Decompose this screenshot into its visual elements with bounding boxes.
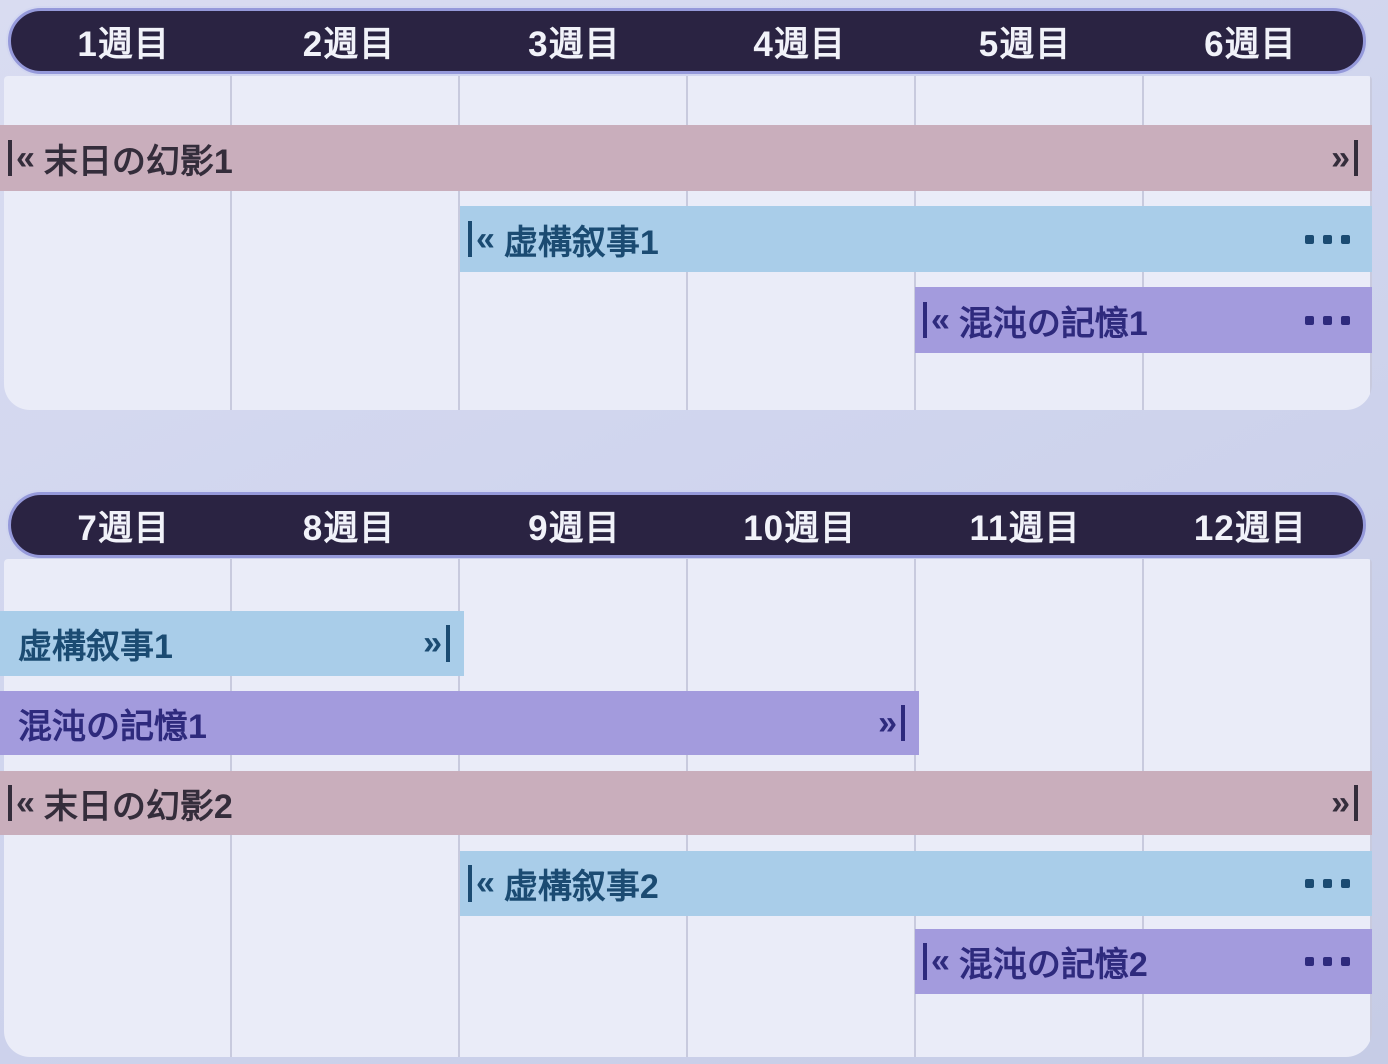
bar-label: 混沌の記憶2 — [958, 946, 1148, 984]
gantt-bar-apocalyptic-shadow-1[interactable]: « 末日の幻影1 » — [0, 125, 1372, 191]
start-cap-icon: « — [468, 865, 495, 902]
start-cap-icon: « — [8, 140, 35, 176]
ellipsis-icon — [1305, 234, 1350, 244]
bar-label: 末日の幻影1 — [43, 142, 233, 181]
gantt-bar-pure-fiction-1[interactable]: « 虚構叙事1 — [460, 206, 1372, 272]
bar-label: 混沌の記憶1 — [958, 304, 1148, 343]
bar-label: 末日の幻影2 — [43, 787, 233, 826]
bar-label: 混沌の記憶1 — [18, 707, 207, 746]
week-label: 8週目 — [302, 508, 396, 548]
end-cap-icon: » — [1331, 140, 1358, 176]
week-header-row-1: 1週目 2週目 3週目 4週目 5週目 6週目 — [8, 8, 1366, 74]
week-label: 3週目 — [528, 24, 621, 64]
start-cap-icon: « — [923, 943, 950, 980]
week-label: 7週目 — [77, 508, 170, 548]
ellipsis-icon — [1305, 879, 1350, 888]
week-label: 4週目 — [753, 24, 846, 64]
week-label: 12週目 — [1193, 508, 1307, 548]
gantt-bar-memory-of-chaos-2[interactable]: « 混沌の記憶2 — [915, 929, 1372, 994]
ellipsis-icon — [1305, 315, 1350, 325]
week-label: 9週目 — [528, 508, 621, 548]
week-label: 5週目 — [978, 24, 1072, 64]
start-cap-icon: « — [8, 785, 35, 821]
week-label: 2週目 — [302, 24, 396, 64]
week-label: 10週目 — [743, 508, 857, 548]
week-label: 11週目 — [969, 508, 1081, 548]
end-cap-icon: » — [1331, 785, 1358, 821]
end-cap-icon: » — [878, 705, 905, 741]
gantt-bar-memory-of-chaos-1[interactable]: « 混沌の記憶1 — [915, 287, 1372, 353]
start-cap-icon: « — [468, 221, 495, 257]
bar-label: 虚構叙事2 — [503, 868, 659, 906]
gantt-grid-weeks-1-6: « 末日の幻影1 » « 虚構叙事1 « 混沌の記憶1 — [0, 76, 1372, 410]
end-cap-icon: » — [423, 625, 450, 662]
week-header-row-2: 7週目 8週目 9週目 10週目 11週目 12週目 — [8, 492, 1366, 558]
start-cap-icon: « — [923, 302, 950, 338]
week-label: 6週目 — [1204, 24, 1297, 64]
bar-label: 虚構叙事1 — [18, 628, 173, 666]
gantt-bar-memory-of-chaos-1-continued[interactable]: 混沌の記憶1 » — [0, 691, 919, 755]
week-label: 1週目 — [77, 24, 170, 64]
gantt-bar-pure-fiction-1-continued[interactable]: 虚構叙事1 » — [0, 611, 464, 676]
gantt-grid-weeks-7-12: 虚構叙事1 » 混沌の記憶1 » « 末日の幻影2 » « 虚構叙事2 « 混沌… — [0, 559, 1372, 1057]
gantt-bar-apocalyptic-shadow-2[interactable]: « 末日の幻影2 » — [0, 771, 1372, 835]
ellipsis-icon — [1305, 957, 1350, 966]
gantt-bar-pure-fiction-2[interactable]: « 虚構叙事2 — [460, 851, 1372, 916]
bar-label: 虚構叙事1 — [503, 223, 659, 262]
